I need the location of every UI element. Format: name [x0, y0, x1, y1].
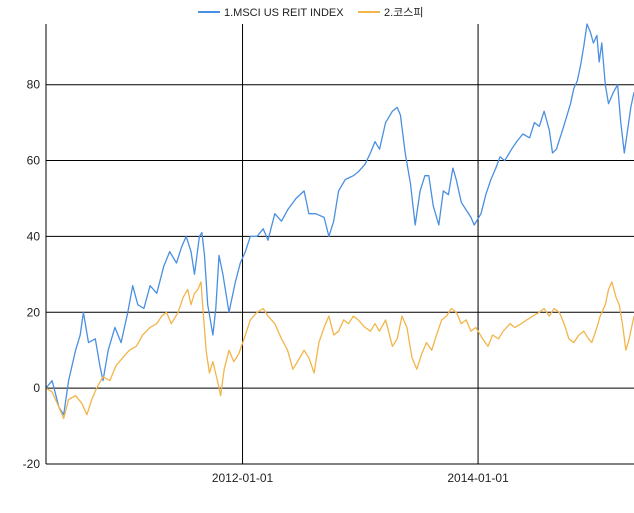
- legend: 1.MSCI US REIT INDEX 2.코스피: [198, 6, 424, 19]
- y-tick-label: 80: [27, 78, 41, 92]
- legend-label-1: 1.MSCI US REIT INDEX: [224, 7, 344, 19]
- legend-label-2: 2.코스피: [384, 6, 424, 19]
- series-line-2: [45, 281, 634, 420]
- y-tick-label: -20: [23, 457, 41, 471]
- series-line-1: [45, 23, 634, 416]
- gridlines: [46, 24, 634, 465]
- x-tick-label: 2012-01-01: [212, 471, 274, 485]
- series-lines: [45, 23, 634, 420]
- x-axis-ticks: 2012-01-01 2014-01-01: [212, 471, 509, 485]
- y-tick-label: 0: [33, 381, 40, 395]
- y-tick-label: 40: [27, 229, 41, 243]
- y-tick-label: 60: [27, 154, 41, 168]
- y-axis-ticks: -20 0 20 40 60 80: [23, 78, 41, 471]
- x-tick-label: 2014-01-01: [447, 471, 509, 485]
- y-tick-label: 20: [27, 305, 41, 319]
- axis-lines: [45, 24, 634, 465]
